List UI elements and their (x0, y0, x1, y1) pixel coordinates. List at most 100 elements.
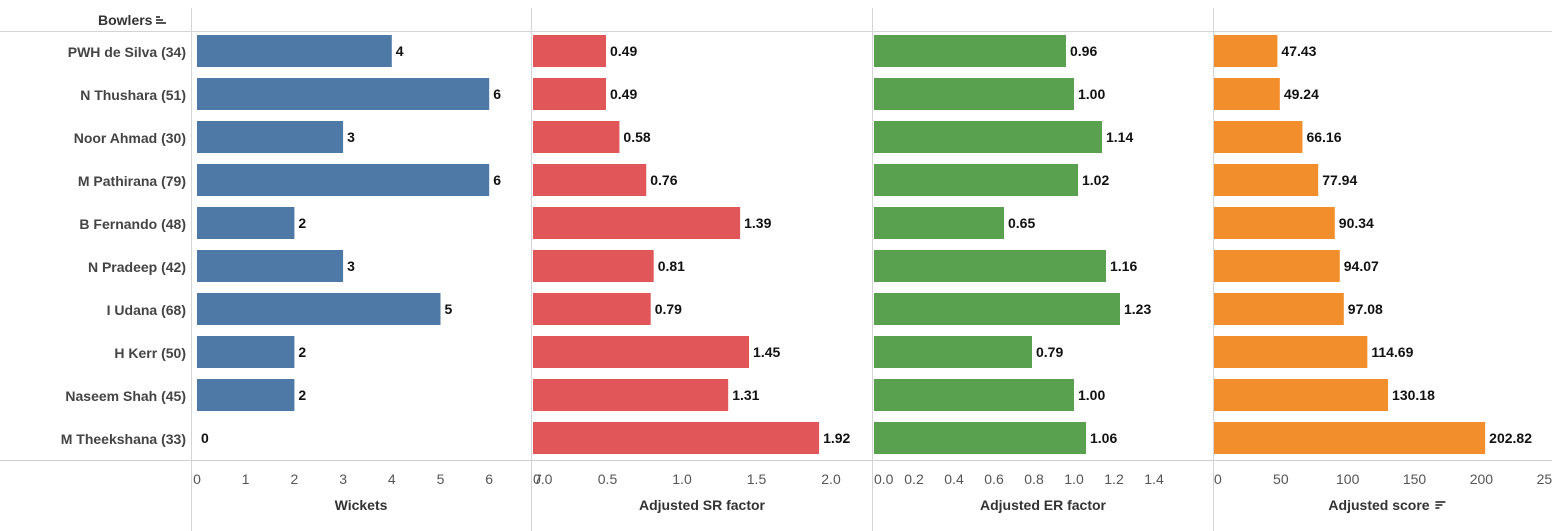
tick-label: 50 (1273, 471, 1289, 487)
bowler-label: M Pathirana (79) (77, 173, 186, 189)
tick-label: 1.2 (1104, 471, 1124, 487)
tick-label: 1.5 (747, 471, 767, 487)
bar[interactable] (197, 379, 295, 411)
bowler-label: M Theekshana (33) (60, 431, 186, 447)
data-label: 6 (493, 86, 501, 102)
tick-label: 250 (1537, 471, 1552, 487)
bar[interactable] (1214, 207, 1335, 239)
bar[interactable] (1214, 35, 1278, 67)
bar[interactable] (197, 336, 295, 368)
bar[interactable] (533, 379, 729, 411)
tick-label: 0 (193, 471, 201, 487)
data-label: 1.39 (744, 215, 771, 231)
axis-title-wickets: Wickets (335, 497, 388, 513)
bar[interactable] (874, 121, 1102, 153)
tick-label: 5 (437, 471, 445, 487)
data-label: 0.76 (650, 172, 677, 188)
bar[interactable] (533, 250, 654, 282)
bar[interactable] (1214, 336, 1368, 368)
bar[interactable] (533, 164, 647, 196)
data-label: 1.92 (823, 430, 850, 446)
data-label: 0.81 (658, 258, 685, 274)
data-label: 114.69 (1371, 344, 1413, 360)
axis-title-sr-factor: Adjusted SR factor (639, 497, 765, 513)
bar[interactable] (874, 293, 1120, 325)
bar[interactable] (197, 250, 344, 282)
bar[interactable] (1214, 121, 1303, 153)
bar[interactable] (197, 121, 344, 153)
tick-label: 4 (388, 471, 396, 487)
data-label: 1.00 (1078, 387, 1105, 403)
bar[interactable] (1214, 164, 1319, 196)
bowler-label: Noor Ahmad (30) (73, 130, 186, 146)
bar[interactable] (874, 379, 1074, 411)
data-label: 3 (347, 129, 355, 145)
bar[interactable] (874, 207, 1004, 239)
data-label: 0.96 (1070, 43, 1097, 59)
bar[interactable] (533, 422, 820, 454)
data-label: 6 (493, 172, 501, 188)
bar[interactable] (1214, 379, 1389, 411)
bar[interactable] (197, 293, 441, 325)
data-label: 0.79 (1036, 344, 1063, 360)
bar[interactable] (533, 293, 651, 325)
data-label: 49.24 (1284, 86, 1319, 102)
data-label: 2 (298, 387, 306, 403)
bar[interactable] (533, 336, 750, 368)
bowler-label: H Kerr (50) (114, 345, 186, 361)
bar[interactable] (197, 164, 490, 196)
data-label: 2 (298, 215, 306, 231)
tick-label: 7 (534, 471, 542, 487)
sort-ascending-icon[interactable] (1435, 500, 1448, 510)
data-label: 0.79 (655, 301, 682, 317)
axis-title-adjusted-score[interactable]: Adjusted score (1328, 497, 1447, 513)
bar[interactable] (874, 164, 1078, 196)
tick-label: 0.0 (533, 471, 553, 487)
bowler-label: N Thushara (51) (80, 87, 186, 103)
tick-label: 0.0 (874, 471, 894, 487)
tick-label: 2.0 (821, 471, 841, 487)
bar[interactable] (533, 35, 607, 67)
tick-label: 1.0 (1064, 471, 1084, 487)
data-label: 4 (396, 43, 404, 59)
data-label: 5 (445, 301, 453, 317)
bar[interactable] (874, 35, 1066, 67)
tick-label: 0.5 (598, 471, 618, 487)
data-label: 1.14 (1106, 129, 1133, 145)
bar[interactable] (197, 207, 295, 239)
bar[interactable] (1214, 250, 1340, 282)
data-label: 1.06 (1090, 430, 1117, 446)
data-label: 1.31 (732, 387, 759, 403)
tick-label: 0.8 (1024, 471, 1044, 487)
bar[interactable] (533, 207, 741, 239)
axis-title-wickets-label: Wickets (334, 497, 388, 513)
tick-label: 1.0 (672, 471, 692, 487)
tick-label: 1 (242, 471, 250, 487)
data-label: 0 (201, 430, 209, 446)
bar[interactable] (1214, 293, 1344, 325)
data-label: 1.23 (1124, 301, 1151, 317)
tick-label: 3 (339, 471, 347, 487)
data-label: 0.49 (610, 43, 637, 59)
tick-label: 100 (1336, 471, 1360, 487)
data-label: 97.08 (1348, 301, 1383, 317)
bar[interactable] (1214, 422, 1486, 454)
bowlers-header[interactable]: Bowlers (98, 12, 168, 28)
bowler-label: PWH de Silva (34) (67, 44, 186, 60)
bar[interactable] (197, 78, 490, 110)
bar[interactable] (197, 35, 392, 67)
bar[interactable] (874, 336, 1032, 368)
bar[interactable] (533, 121, 620, 153)
bar[interactable] (874, 422, 1086, 454)
bowler-label: N Pradeep (42) (87, 259, 186, 275)
axis-title-er-factor-label: Adjusted ER factor (979, 497, 1107, 513)
sort-descending-icon[interactable] (156, 15, 168, 25)
bar[interactable] (874, 250, 1106, 282)
bar[interactable] (874, 78, 1074, 110)
bar[interactable] (1214, 78, 1280, 110)
grid-lines (0, 8, 1552, 531)
bar[interactable] (533, 78, 607, 110)
tick-label: 2 (291, 471, 299, 487)
data-label: 130.18 (1392, 387, 1435, 403)
